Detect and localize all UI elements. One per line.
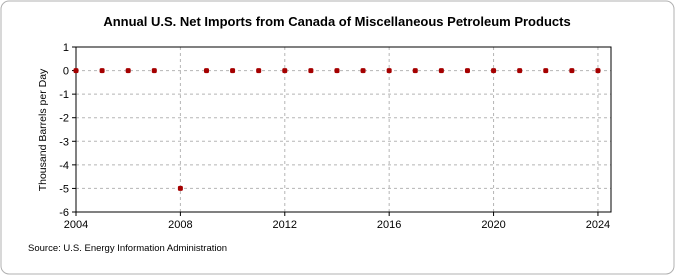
plot-area (75, 46, 612, 213)
point (308, 68, 314, 74)
x-tick-label: 2008 (168, 219, 192, 231)
y-tick-label: -2 (59, 113, 69, 125)
y-tick-label: -6 (59, 207, 69, 219)
y-tick-label: 1 (63, 42, 69, 54)
y-tick-label: -5 (59, 183, 69, 195)
point (517, 68, 523, 74)
point (125, 68, 131, 74)
point (151, 68, 157, 74)
x-tick-label: 2020 (481, 219, 505, 231)
point (491, 68, 497, 74)
y-tick-label: 0 (63, 66, 69, 78)
point (177, 185, 183, 191)
point (334, 68, 340, 74)
y-tick-label: -4 (59, 160, 69, 172)
point (464, 68, 470, 74)
point (203, 68, 209, 74)
x-tick-label: 2012 (273, 219, 297, 231)
point (543, 68, 549, 74)
chart-title: Annual U.S. Net Imports from Canada of M… (103, 14, 570, 29)
point (282, 68, 288, 74)
y-axis-label: Thousand Barrels per Day (37, 68, 49, 191)
point (99, 68, 105, 74)
source: Source: U.S. Energy Information Administ… (28, 243, 227, 254)
point (230, 68, 236, 74)
point (256, 68, 262, 74)
x-tick-label: 2016 (377, 219, 401, 231)
point (386, 68, 392, 74)
point (569, 68, 575, 74)
y-tick-label: -3 (59, 136, 69, 148)
point (412, 68, 418, 74)
point (595, 68, 601, 74)
point (73, 68, 79, 74)
x-tick-label: 2024 (586, 219, 610, 231)
y-tick-label: -1 (59, 89, 69, 101)
point (438, 68, 444, 74)
x-tick-label: 2004 (64, 219, 88, 231)
point (360, 68, 366, 74)
